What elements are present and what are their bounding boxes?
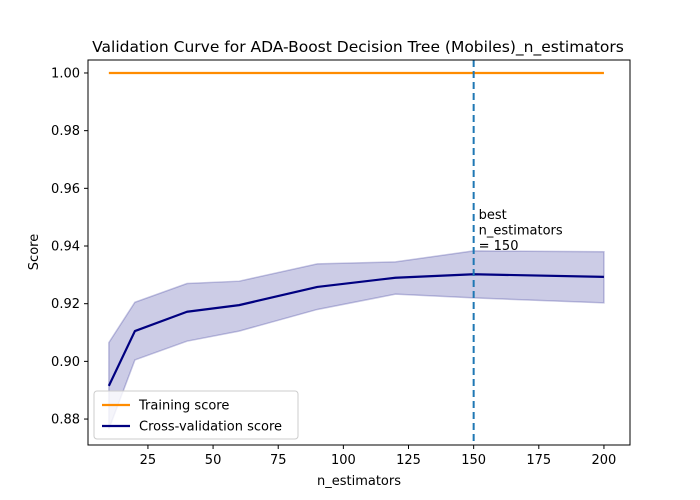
best-estimator-annotation: best — [479, 208, 507, 223]
y-tick-label: 0.94 — [51, 240, 80, 255]
x-tick-label: 25 — [140, 453, 157, 468]
legend-box — [93, 390, 299, 440]
series-lines — [107, 71, 604, 387]
x-tick-label: 75 — [270, 453, 287, 468]
x-axis-ticks: 25 50 75 100 125 150 175 200 — [140, 445, 617, 468]
cv-score-line — [107, 273, 604, 387]
chart-title: Validation Curve for ADA-Boost Decision … — [92, 38, 624, 57]
y-tick-label: 1.00 — [51, 66, 80, 81]
confidence-bands — [108, 250, 605, 430]
y-tick-label: 0.96 — [51, 182, 80, 197]
cv-score-band — [108, 250, 605, 430]
legend-entry-label: Training score — [138, 399, 229, 414]
best-estimator-annotation: = 150 — [479, 239, 519, 254]
best-estimator-annotation: n_estimators — [479, 224, 563, 239]
x-tick-label: 150 — [461, 453, 486, 468]
plot-background — [88, 60, 630, 445]
x-tick-label: 125 — [396, 453, 421, 468]
legend-entry-label: Cross-validation score — [139, 420, 282, 435]
y-tick-label: 0.88 — [51, 413, 80, 428]
y-tick-label: 0.92 — [51, 297, 80, 312]
x-tick-label: 175 — [526, 453, 551, 468]
x-tick-label: 100 — [331, 453, 356, 468]
legend: Training score Cross-validation score — [93, 390, 299, 440]
y-axis-label: Score — [27, 234, 42, 270]
x-tick-label: 50 — [205, 453, 222, 468]
x-axis-label: n_estimators — [317, 474, 401, 489]
y-axis-ticks: 0.88 0.90 0.92 0.94 0.96 0.98 1.00 — [51, 66, 88, 428]
y-tick-label: 0.90 — [51, 355, 80, 370]
plot-frame — [87, 59, 631, 446]
y-tick-label: 0.98 — [51, 124, 80, 139]
x-tick-label: 200 — [592, 453, 617, 468]
